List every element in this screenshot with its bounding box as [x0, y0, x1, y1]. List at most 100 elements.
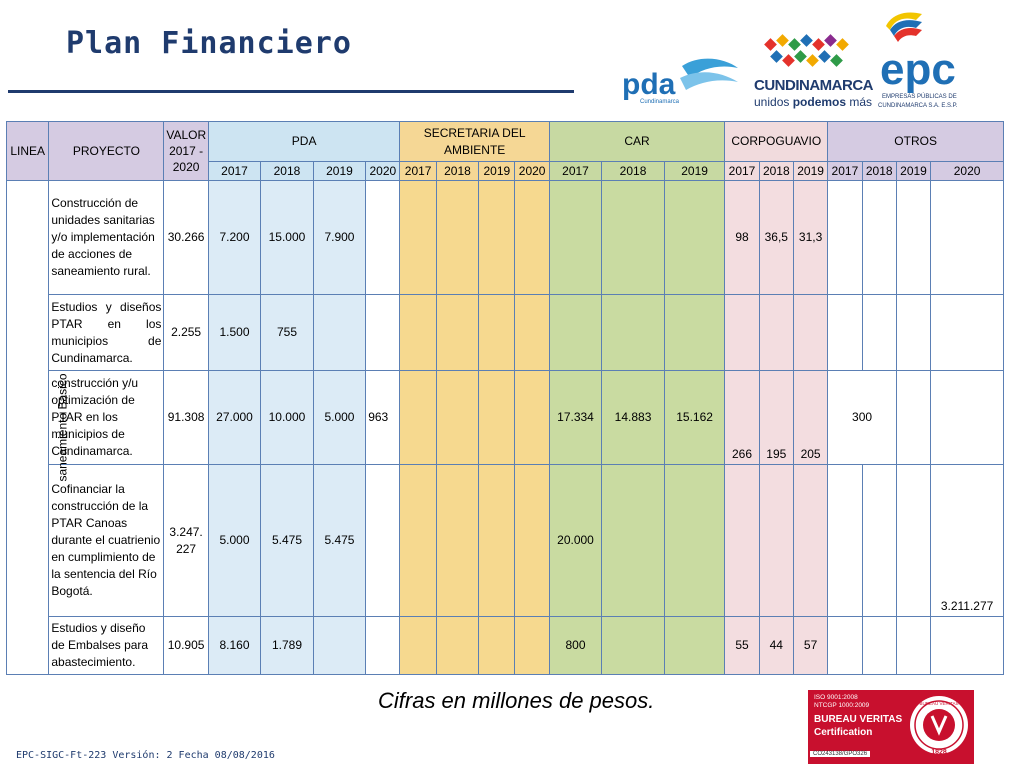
pda-cell — [312, 294, 367, 372]
car-cell: 14.883 — [601, 370, 665, 466]
pda-cell: 7.200 — [207, 180, 262, 296]
secretaria-cell — [435, 294, 480, 372]
secretaria-cell — [435, 464, 480, 618]
pda-cell: 7.900 — [312, 180, 367, 296]
secretaria-cell — [399, 294, 437, 372]
otros-cell: 3.211.277 — [930, 464, 1004, 618]
car-cell — [663, 616, 726, 676]
year-secretaria: 2018 — [435, 160, 480, 182]
year-car: 2019 — [663, 160, 726, 182]
header-otros: OTROS — [827, 121, 1004, 162]
year-corpoguavio: 2018 — [758, 160, 794, 182]
corpoguavio-cell — [724, 294, 760, 372]
secretaria-cell — [514, 294, 550, 372]
header-car: CAR — [548, 121, 726, 162]
pda-logo: pda Cundinamarca — [622, 58, 738, 105]
project-name: construcción y/u optimización de PTAR en… — [48, 370, 165, 466]
year-car: 2017 — [548, 160, 603, 182]
pda-cell: 5.475 — [260, 464, 314, 618]
epc-logo-subtext-2: CUNDINAMARCA S.A. E.S.P. — [878, 103, 958, 109]
car-cell: 800 — [548, 616, 603, 676]
car-cell — [663, 464, 726, 618]
year-pda: 2017 — [207, 160, 262, 182]
project-value: 30.266 — [163, 180, 209, 296]
pda-cell: 15.000 — [260, 180, 314, 296]
year-secretaria: 2019 — [478, 160, 516, 182]
cundinamarca-tagline-b: podemos — [793, 95, 847, 109]
certification-ntcgp: NTCGP 1000:2009 — [814, 702, 870, 709]
pda-cell: 1.789 — [260, 616, 314, 676]
secretaria-cell — [399, 180, 437, 296]
secretaria-cell — [478, 464, 516, 618]
secretaria-cell — [514, 616, 550, 676]
pda-cell — [365, 464, 401, 618]
secretaria-cell — [478, 370, 516, 466]
otros-cell — [895, 294, 932, 372]
cundinamarca-tagline-c: más — [846, 95, 872, 109]
logo-bar: pda Cundinamarca CUNDINAMARCA unidos pod… — [620, 6, 1020, 114]
project-value: 10.905 — [163, 616, 209, 676]
pda-cell: 27.000 — [207, 370, 262, 466]
year-secretaria: 2017 — [399, 160, 437, 182]
otros-cell: 300 — [827, 370, 897, 466]
secretaria-cell — [399, 464, 437, 618]
car-cell — [601, 180, 665, 296]
otros-cell — [861, 464, 897, 618]
certification-label: Certification — [814, 727, 873, 738]
epc-logo: epc EMPRESAS PÚBLICAS DE CUNDINAMARCA S.… — [878, 12, 958, 109]
car-cell — [601, 464, 665, 618]
header-corpoguavio: CORPOGUAVIO — [724, 121, 829, 162]
certification-code: CO243138/GPO326 — [810, 751, 871, 757]
pda-cell — [365, 616, 401, 676]
linea-cell: saneamiento Basico — [5, 180, 70, 676]
project-name: Construcción de unidades sanitarias y/o … — [48, 180, 165, 296]
pda-cell: 5.000 — [312, 370, 367, 466]
header-pda: PDA — [207, 121, 401, 162]
secretaria-cell — [435, 616, 480, 676]
corpoguavio-cell: 57 — [792, 616, 829, 676]
car-cell: 17.334 — [548, 370, 603, 466]
year-secretaria: 2020 — [514, 160, 550, 182]
otros-cell — [895, 180, 932, 296]
secretaria-cell — [514, 180, 550, 296]
pda-cell — [365, 180, 401, 296]
cundinamarca-logo: CUNDINAMARCA unidos podemos más — [754, 34, 874, 109]
otros-cell — [930, 616, 1004, 676]
corpoguavio-cell — [724, 464, 760, 618]
table-row: Estudios y diseño de Embalses para abast… — [7, 616, 1004, 676]
header-secretaria: SECRETARIA DEL AMBIENTE — [399, 121, 550, 162]
pda-cell: 10.000 — [260, 370, 314, 466]
linea-label: saneamiento Basico — [55, 373, 70, 482]
project-name: Estudios y diseños PTAR en los municipio… — [48, 294, 165, 372]
pda-cell: 755 — [260, 294, 314, 372]
corpoguavio-cell — [792, 294, 829, 372]
svg-text:unidos podemos más: unidos podemos más — [754, 95, 872, 109]
otros-cell — [895, 370, 932, 466]
project-value: 2.255 — [163, 294, 209, 372]
pda-cell: 1.500 — [207, 294, 262, 372]
project-name: Estudios y diseño de Embalses para abast… — [48, 616, 165, 676]
car-cell — [601, 616, 665, 676]
year-corpoguavio: 2017 — [724, 160, 760, 182]
cundinamarca-logo-text: CUNDINAMARCA — [754, 77, 874, 94]
table-row: Cofinanciar la construcción de la PTAR C… — [7, 464, 1004, 618]
car-cell: 20.000 — [548, 464, 603, 618]
epc-logo-text: epc — [880, 45, 956, 94]
otros-cell — [895, 464, 932, 618]
corpoguavio-cell: 195 — [758, 370, 794, 466]
financial-plan-table: LINEA PROYECTO VALOR 2017 - 2020 PDA SEC… — [5, 120, 1004, 676]
corpoguavio-cell: 266 — [724, 370, 760, 466]
secretaria-cell — [514, 464, 550, 618]
year-pda: 2019 — [312, 160, 367, 182]
corpoguavio-cell: 31,3 — [792, 180, 829, 296]
seal-text: BUREAU VERITAS — [920, 701, 959, 706]
secretaria-cell — [514, 370, 550, 466]
table-row: saneamiento Basico Construcción de unida… — [5, 180, 1004, 676]
pda-cell — [312, 616, 367, 676]
corpoguavio-cell: 98 — [724, 180, 760, 296]
otros-cell — [930, 294, 1004, 372]
secretaria-cell — [478, 180, 516, 296]
epc-logo-subtext-1: EMPRESAS PÚBLICAS DE — [882, 93, 957, 100]
corpoguavio-cell: 55 — [724, 616, 760, 676]
pda-cell: 5.000 — [207, 464, 262, 618]
